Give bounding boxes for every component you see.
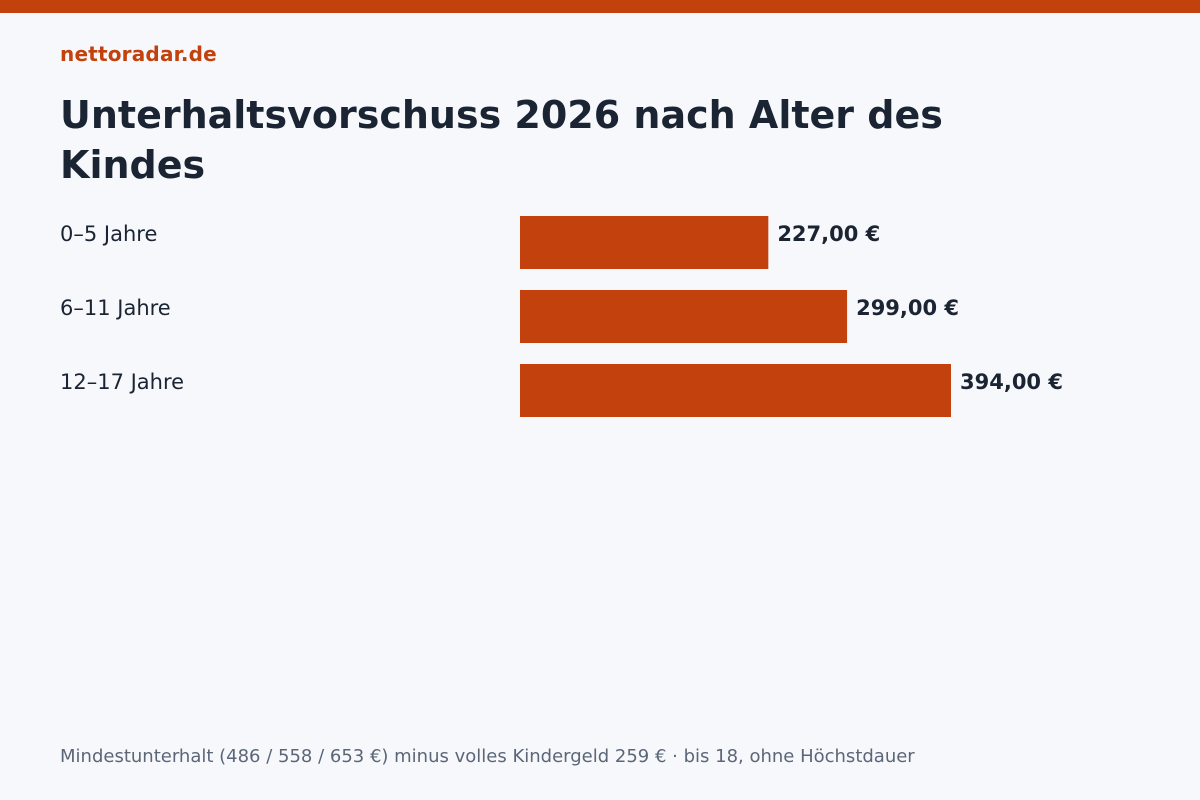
bar-value-label: 394,00 € bbox=[960, 370, 1063, 394]
bar bbox=[520, 216, 769, 269]
chart-title: Unterhaltsvorschuss 2026 nach Alter des … bbox=[60, 93, 943, 187]
brand-name: nettoradar.de bbox=[60, 42, 217, 66]
bar bbox=[520, 290, 848, 343]
bar bbox=[520, 364, 951, 417]
top-accent-bar bbox=[0, 0, 1200, 13]
category-label: 12–17 Jahre bbox=[60, 370, 184, 394]
chart-footnote: Mindestunterhalt (486 / 558 / 653 €) min… bbox=[60, 746, 915, 767]
category-label: 6–11 Jahre bbox=[60, 296, 171, 320]
bar-value-label: 227,00 € bbox=[777, 222, 880, 246]
bar-value-label: 299,00 € bbox=[856, 296, 959, 320]
category-label: 0–5 Jahre bbox=[60, 222, 157, 246]
